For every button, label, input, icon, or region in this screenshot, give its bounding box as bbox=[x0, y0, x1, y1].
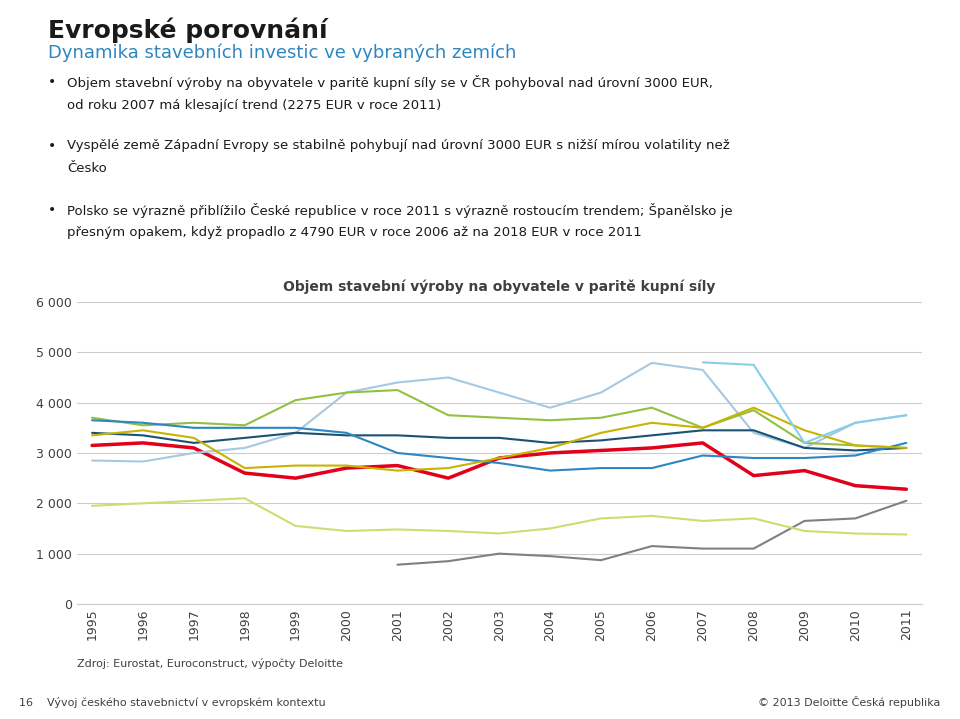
Text: •: • bbox=[48, 203, 57, 217]
Text: přesným opakem, když propadlo z 4790 EUR v roce 2006 až na 2018 EUR v roce 2011: přesným opakem, když propadlo z 4790 EUR… bbox=[67, 226, 642, 239]
Text: •: • bbox=[48, 139, 57, 153]
Text: Česko: Česko bbox=[67, 162, 107, 175]
Text: Objem stavební výroby na obyvatele v paritě kupní síly se v ČR pohyboval nad úro: Objem stavební výroby na obyvatele v par… bbox=[67, 75, 713, 91]
Text: Evropské porovnání: Evropské porovnání bbox=[48, 18, 327, 43]
Text: Zdroj: Eurostat, Euroconstruct, výpočty Deloitte: Zdroj: Eurostat, Euroconstruct, výpočty … bbox=[77, 658, 343, 669]
Text: Vyspělé země Západní Evropy se stabilně pohybují nad úrovní 3000 EUR s nižší mír: Vyspělé země Západní Evropy se stabilně … bbox=[67, 139, 730, 152]
Text: © 2013 Deloitte Česká republika: © 2013 Deloitte Česká republika bbox=[758, 696, 941, 708]
Text: •: • bbox=[48, 75, 57, 89]
Text: od roku 2007 má klesající trend (2275 EUR v roce 2011): od roku 2007 má klesající trend (2275 EU… bbox=[67, 99, 442, 111]
Text: 16    Vývoj českého stavebnictví v evropském kontextu: 16 Vývoj českého stavebnictví v evropské… bbox=[19, 697, 325, 708]
Title: Objem stavební výroby na obyvatele v paritě kupní síly: Objem stavební výroby na obyvatele v par… bbox=[283, 280, 715, 294]
Text: Dynamika stavebních investic ve vybraných zemích: Dynamika stavebních investic ve vybranýc… bbox=[48, 43, 516, 62]
Text: Polsko se výrazně přiblížilo České republice v roce 2011 s výrazně rostoucím tre: Polsko se výrazně přiblížilo České repub… bbox=[67, 203, 732, 219]
